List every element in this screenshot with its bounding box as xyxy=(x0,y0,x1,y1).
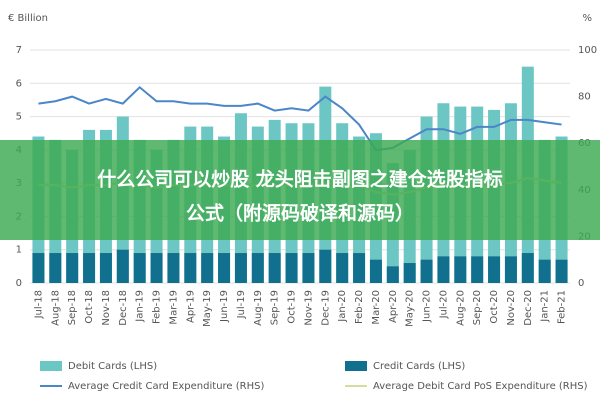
x-tick-label: Feb-19 xyxy=(152,290,163,324)
bar xyxy=(133,253,146,283)
x-tick-label: Jan-20 xyxy=(337,290,348,323)
bar xyxy=(454,256,467,283)
x-tick-label: May-19 xyxy=(202,290,213,327)
bar xyxy=(386,266,399,283)
y-tick-label: 7 xyxy=(16,45,22,56)
bar xyxy=(555,259,568,283)
bar xyxy=(319,249,332,283)
x-tick-label: Dec-19 xyxy=(320,290,331,326)
y2-axis-label: % xyxy=(582,13,592,24)
x-tick-label: Nov-19 xyxy=(303,290,314,326)
x-tick-label: Jul-19 xyxy=(236,290,247,319)
x-tick-label: Aug-18 xyxy=(50,290,61,326)
legend-swatch xyxy=(40,361,62,371)
bar xyxy=(49,253,62,283)
bar xyxy=(83,253,96,283)
x-tick-label: Mar-20 xyxy=(371,290,382,325)
banner-text: 什么公司可以炒股 龙头阻击副图之建仓选股指标 xyxy=(97,168,503,191)
banner-text: 公式（附源码破译和源码） xyxy=(186,202,414,225)
line xyxy=(38,85,562,152)
bar xyxy=(66,253,79,283)
bar xyxy=(403,263,416,283)
x-tick-label: Dec-18 xyxy=(118,290,129,326)
bar xyxy=(521,253,534,283)
y2-tick-label: 100 xyxy=(578,45,597,56)
x-tick-label: Feb-21 xyxy=(557,290,568,324)
bar xyxy=(150,253,163,283)
legend-label: Average Credit Card Expenditure (RHS) xyxy=(68,381,264,392)
bar xyxy=(420,259,433,283)
bar xyxy=(437,256,450,283)
bar xyxy=(99,253,112,283)
x-tick-label: Oct-18 xyxy=(84,290,95,324)
bar xyxy=(32,253,45,283)
legend-label: Debit Cards (LHS) xyxy=(68,361,157,372)
bar xyxy=(201,253,214,283)
y2-tick-label: 0 xyxy=(578,278,584,289)
bar xyxy=(504,256,517,283)
x-tick-label: Nov-20 xyxy=(506,290,517,326)
y-tick-label: 5 xyxy=(16,112,22,123)
y-tick-label: 6 xyxy=(16,78,22,89)
x-tick-label: Apr-19 xyxy=(185,290,196,323)
x-tick-label: Feb-20 xyxy=(354,290,365,324)
bar xyxy=(251,253,264,283)
x-tick-label: Dec-20 xyxy=(523,290,534,326)
x-tick-label: Oct-19 xyxy=(287,290,298,324)
x-tick-label: Jun-19 xyxy=(219,290,230,323)
x-tick-label: May-20 xyxy=(405,290,416,327)
bar xyxy=(488,256,501,283)
x-tick-label: Nov-18 xyxy=(101,290,112,326)
x-tick-label: Sep-19 xyxy=(270,290,281,325)
x-tick-label: Sep-20 xyxy=(472,290,483,325)
y-tick-label: 1 xyxy=(16,245,22,256)
bar xyxy=(369,259,382,283)
bar xyxy=(285,253,298,283)
legend-swatch xyxy=(345,361,367,371)
x-tick-label: Jun-20 xyxy=(422,290,433,323)
x-tick-label: Aug-19 xyxy=(253,290,264,326)
bar xyxy=(167,253,180,283)
bar xyxy=(538,259,551,283)
legend-label: Average Debit Card PoS Expenditure (RHS) xyxy=(373,381,588,392)
banner xyxy=(0,140,600,240)
y-tick-label: 0 xyxy=(16,278,22,289)
bar xyxy=(353,253,366,283)
x-tick-label: Oct-20 xyxy=(489,290,500,324)
bar xyxy=(218,253,231,283)
x-tick-label: Sep-18 xyxy=(67,290,78,325)
x-tick-label: Apr-20 xyxy=(388,290,399,323)
y-axis-label: € Billion xyxy=(8,13,48,24)
bar xyxy=(471,256,484,283)
legend-label: Credit Cards (LHS) xyxy=(373,361,465,372)
bar xyxy=(336,253,349,283)
x-tick-label: Jan-19 xyxy=(135,290,146,323)
bar xyxy=(116,249,129,283)
x-tick-label: Jan-21 xyxy=(540,290,551,323)
bar xyxy=(184,253,197,283)
bar xyxy=(302,253,315,283)
x-tick-label: Mar-19 xyxy=(168,290,179,325)
x-tick-label: Aug-20 xyxy=(455,290,466,326)
bar xyxy=(234,253,247,283)
bar xyxy=(268,253,281,283)
x-tick-label: Jul-20 xyxy=(438,290,449,319)
x-tick-label: Jul-18 xyxy=(33,290,44,319)
y2-tick-label: 80 xyxy=(578,92,591,103)
